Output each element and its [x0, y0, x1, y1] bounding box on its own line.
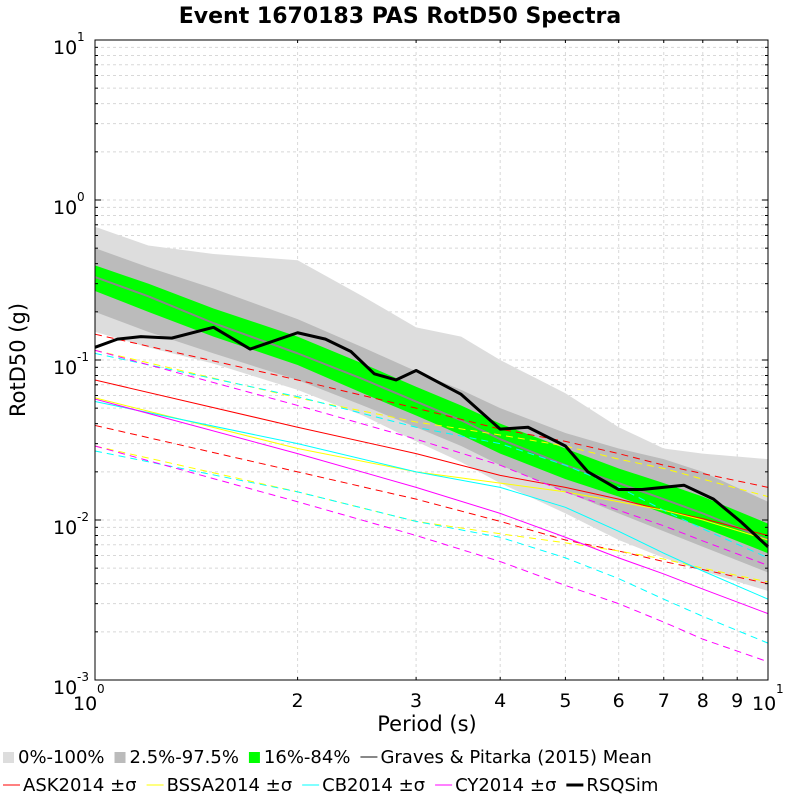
x-tick-label: 2: [292, 690, 304, 712]
legend-label: 2.5%-97.5%: [130, 747, 239, 768]
series-ask2014: [94, 379, 769, 536]
legend-item-bssa2014: BSSA2014 ±σ: [146, 775, 293, 796]
series-ask2014: [94, 424, 769, 585]
legend-item-ask2014: ASK2014 ±σ: [3, 775, 137, 796]
legend-label: RSQSim: [586, 775, 658, 796]
legend-label: CY2014 ±σ: [455, 775, 556, 796]
legend-label: ASK2014 ±σ: [23, 775, 137, 796]
y-tick-label: 10: [53, 357, 77, 379]
x-axis-label: Period (s): [377, 712, 476, 736]
series-bssa2014: [94, 445, 769, 583]
legend-item-graves-pitarka-2015-mean: Graves & Pitarka (2015) Mean: [360, 747, 652, 768]
series-cb2014: [94, 401, 769, 600]
y-tick-exponent: 0: [77, 190, 85, 204]
x-tick-label: 3: [410, 690, 422, 712]
legend-swatch: [248, 752, 260, 763]
legend-label: 16%-84%: [264, 747, 351, 768]
series-cb2014: [94, 450, 769, 644]
series-cy2014: [94, 398, 769, 615]
y-tick-exponent: -2: [77, 510, 89, 524]
plot-area: [94, 40, 770, 681]
y-tick-exponent: -1: [77, 350, 89, 364]
series-cb2014: [94, 352, 769, 559]
x-tick-label: 9: [731, 690, 743, 712]
x-tick-label: 10: [73, 693, 97, 715]
y-tick-label: 10: [53, 517, 77, 539]
x-tick-label: 7: [658, 690, 670, 712]
legend-label: BSSA2014 ±σ: [167, 775, 293, 796]
legend-item-0-100: 0%-100%: [3, 747, 105, 768]
series-cy2014: [94, 445, 769, 663]
x-tick-label: 4: [494, 690, 506, 712]
y-tick-exponent: -3: [77, 670, 89, 684]
series-graves-pitarka-2015-mean: [94, 276, 769, 541]
legend-item-16-84: 16%-84%: [248, 747, 351, 768]
series-rsqsim: [94, 325, 770, 548]
x-tick-label: 10: [752, 693, 776, 715]
x-tick-exponent: 1: [776, 682, 784, 696]
x-tick-label: 6: [613, 690, 625, 712]
x-tick-label: 5: [559, 690, 571, 712]
band-16-84: [95, 265, 768, 554]
y-tick-label: 10: [53, 197, 77, 219]
y-tick-label: 10: [53, 677, 77, 699]
legend-item-cy2014: CY2014 ±σ: [435, 775, 556, 796]
legend-item-rsqsim: RSQSim: [566, 775, 658, 796]
legend-swatch: [114, 752, 126, 763]
legend-item-cb2014: CB2014 ±σ: [302, 775, 425, 796]
series-bssa2014: [94, 397, 769, 541]
x-tick-exponent: 0: [97, 682, 105, 696]
legend-label: 0%-100%: [18, 747, 105, 768]
y-tick-label: 10: [53, 37, 77, 59]
legend: 0%-100% 2.5%-97.5% 16%-84% Graves & Pitarka…: [3, 747, 658, 796]
legend-item-2-5-97-5: 2.5%-97.5%: [114, 747, 239, 768]
legend-label: CB2014 ±σ: [322, 775, 425, 796]
legend-label: Graves & Pitarka (2015) Mean: [380, 747, 651, 768]
y-axis-label: RotD50 (g): [6, 303, 30, 417]
y-tick-exponent: 1: [77, 30, 85, 44]
series-ask2014: [94, 333, 769, 488]
legend-swatch: [3, 752, 14, 763]
chart-title: Event 1670183 PAS RotD50 Spectra: [179, 4, 621, 29]
x-tick-label: 8: [697, 690, 709, 712]
